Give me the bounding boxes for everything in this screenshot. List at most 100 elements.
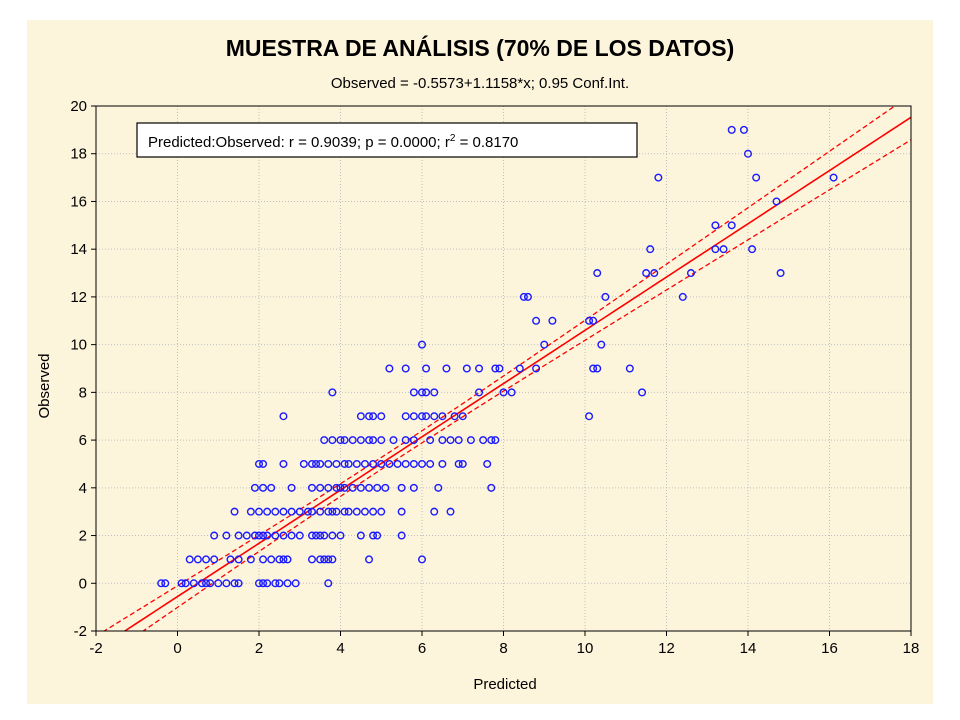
y-tick-label: 10 <box>70 337 87 354</box>
y-tick-label: 0 <box>79 575 87 592</box>
data-point <box>625 364 634 373</box>
data-point <box>418 340 427 349</box>
data-point <box>686 269 695 278</box>
gridlines <box>95 105 912 632</box>
data-point <box>344 459 353 468</box>
data-point <box>328 531 337 540</box>
data-point <box>340 459 349 468</box>
data-point <box>446 436 455 445</box>
data-point <box>430 507 439 516</box>
data-point <box>487 436 496 445</box>
data-point <box>344 507 353 516</box>
data-point <box>422 364 431 373</box>
data-point <box>177 579 186 588</box>
data-point <box>267 483 276 492</box>
data-point <box>454 459 463 468</box>
data-point <box>418 459 427 468</box>
data-point <box>307 483 316 492</box>
data-point <box>295 507 304 516</box>
x-axis-label: Predicted <box>473 676 536 693</box>
data-point <box>312 459 321 468</box>
data-point <box>373 531 382 540</box>
data-point <box>585 316 594 325</box>
data-point <box>654 173 663 182</box>
data-point <box>316 507 325 516</box>
data-point <box>744 149 753 158</box>
data-point <box>365 436 374 445</box>
data-point <box>267 555 276 564</box>
data-point <box>397 483 406 492</box>
y-tick-label: 18 <box>70 146 87 163</box>
x-tick-label: 14 <box>740 640 757 657</box>
data-point <box>519 292 528 301</box>
data-point <box>275 579 284 588</box>
data-point <box>259 579 268 588</box>
data-point <box>307 507 316 516</box>
x-tick-label: 2 <box>255 640 263 657</box>
data-point <box>589 316 598 325</box>
data-point <box>377 436 386 445</box>
data-point <box>275 555 284 564</box>
data-point <box>748 245 757 254</box>
data-point <box>340 483 349 492</box>
data-point <box>727 221 736 230</box>
data-point <box>202 555 211 564</box>
scatter-chart: MUESTRA DE ANÁLISIS (70% DE LOS DATOS) O… <box>36 34 919 693</box>
x-tick-label: 12 <box>658 640 675 657</box>
data-point <box>279 507 288 516</box>
y-axis-ticks: -2 0 2 4 6 8 10 12 14 16 18 20 <box>70 98 96 640</box>
data-point <box>356 412 365 421</box>
data-point <box>381 483 390 492</box>
y-tick-label: 12 <box>70 289 87 306</box>
data-point <box>303 507 312 516</box>
data-point <box>365 483 374 492</box>
data-point <box>161 579 170 588</box>
data-point <box>409 436 418 445</box>
data-point <box>438 459 447 468</box>
data-point <box>495 364 504 373</box>
data-point <box>352 507 361 516</box>
y-tick-label: 20 <box>70 98 87 115</box>
data-point <box>711 245 720 254</box>
data-point <box>263 531 272 540</box>
legend-text-tail: = 0.8170 <box>455 134 518 151</box>
data-point <box>332 507 341 516</box>
x-tick-label: 8 <box>499 640 507 657</box>
data-point <box>418 555 427 564</box>
data-point <box>507 388 516 397</box>
data-point <box>291 579 300 588</box>
data-point <box>230 579 239 588</box>
data-point <box>263 579 272 588</box>
data-point <box>328 388 337 397</box>
data-point <box>638 388 647 397</box>
data-point <box>356 531 365 540</box>
data-point <box>197 579 206 588</box>
data-point <box>193 555 202 564</box>
data-point <box>299 459 308 468</box>
data-point <box>719 245 728 254</box>
data-point <box>316 483 325 492</box>
data-point <box>418 412 427 421</box>
data-point <box>454 436 463 445</box>
data-point <box>324 483 333 492</box>
data-point <box>458 459 467 468</box>
data-point <box>401 412 410 421</box>
data-point <box>254 507 263 516</box>
data-point <box>491 436 500 445</box>
data-point <box>324 459 333 468</box>
x-tick-label: 0 <box>173 640 181 657</box>
data-point <box>829 173 838 182</box>
data-point <box>340 507 349 516</box>
y-axis-label: Observed <box>36 353 53 418</box>
data-point <box>214 579 223 588</box>
legend-text-main: Predicted:Observed: r = 0.9039; p = 0.00… <box>148 134 450 151</box>
data-point <box>352 459 361 468</box>
data-point <box>409 388 418 397</box>
data-point <box>409 459 418 468</box>
data-point <box>210 555 219 564</box>
data-point <box>324 507 333 516</box>
data-point <box>234 579 243 588</box>
data-point <box>389 436 398 445</box>
data-point <box>409 483 418 492</box>
data-point <box>246 507 255 516</box>
